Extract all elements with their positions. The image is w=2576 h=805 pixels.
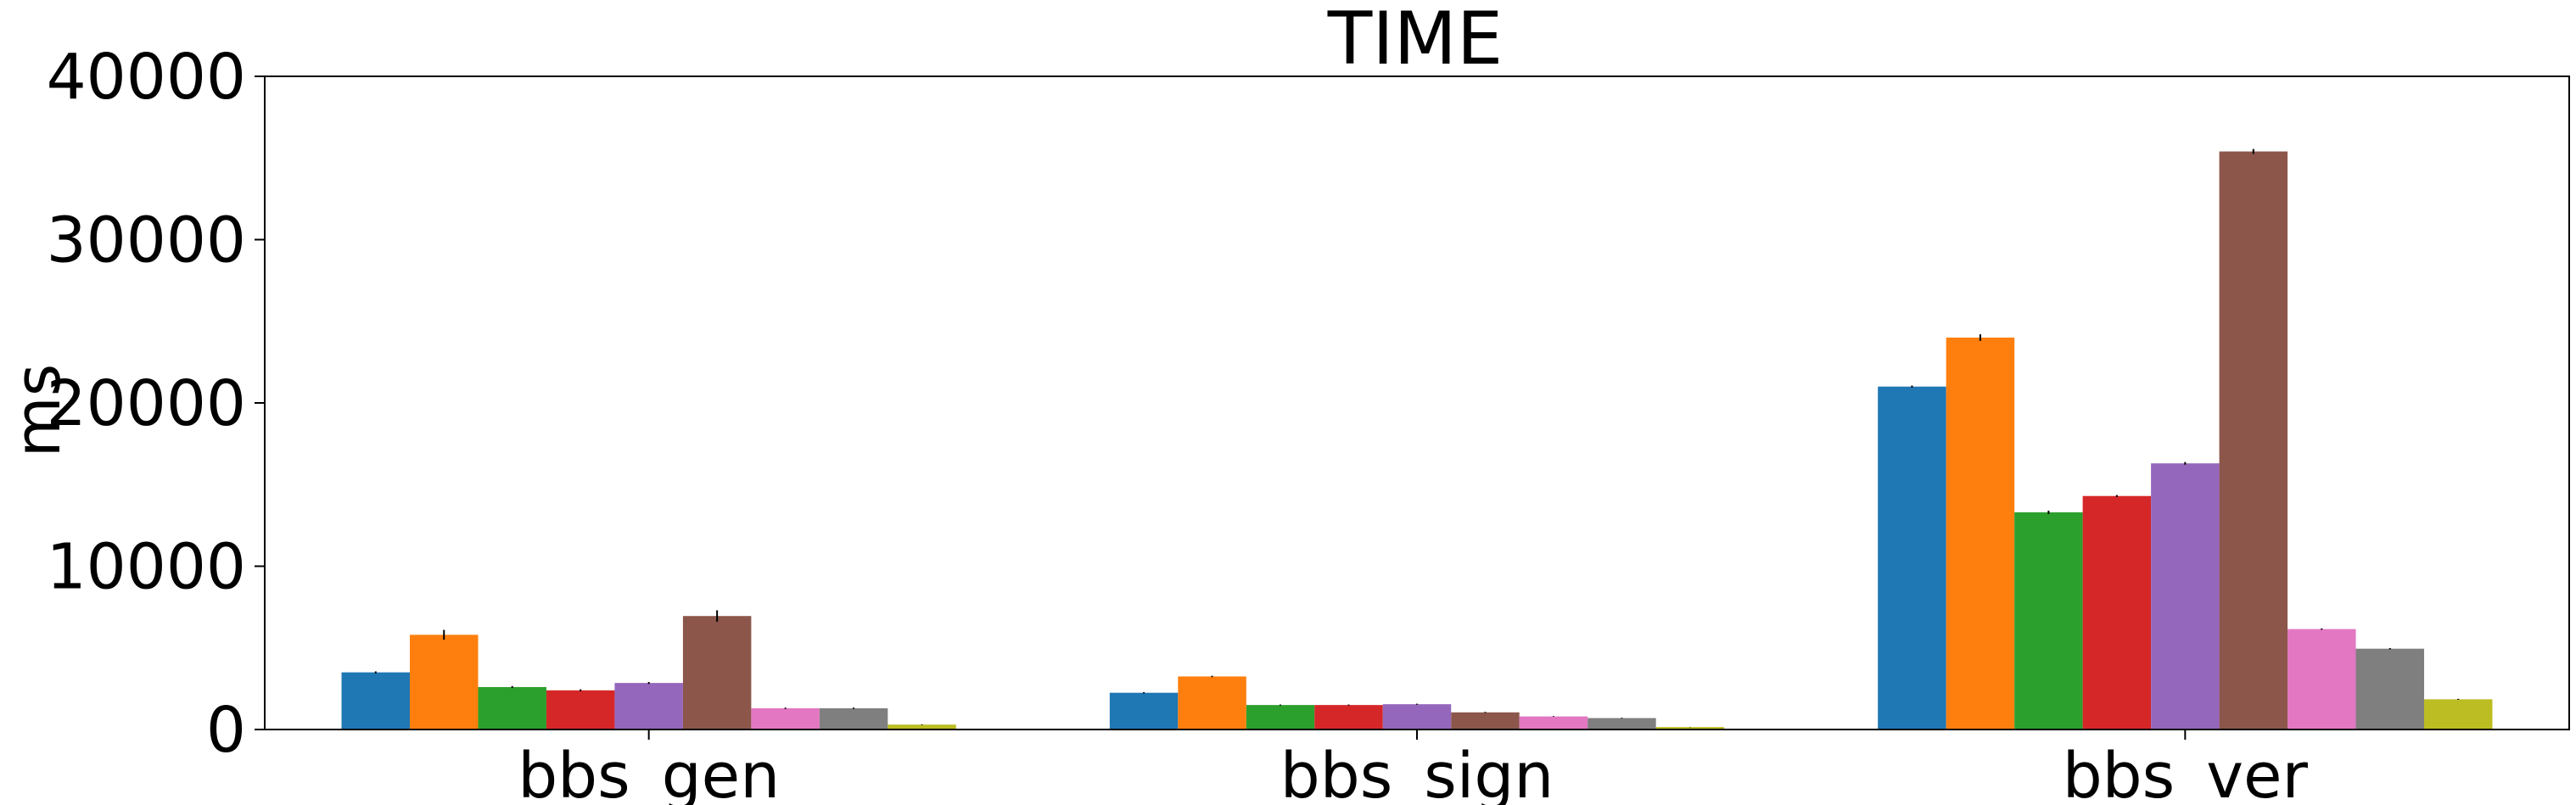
x-axis: bbs_gen bbs_sign bbs_ver <box>518 730 2309 805</box>
bar-bbs_ver-s7 <box>2288 629 2356 730</box>
chart-title: TIME <box>1327 0 1503 81</box>
bar-bbs_gen-s8 <box>819 707 888 730</box>
x-tick-label: bbs_sign <box>1280 740 1554 805</box>
bar-bbs_ver-s9 <box>2423 699 2493 730</box>
y-tick-label: 0 <box>206 694 246 767</box>
y-tick-label: 20000 <box>47 367 246 440</box>
bar-bbs_gen-s2 <box>410 634 479 730</box>
bar-bbs_gen-s9 <box>888 724 956 730</box>
error-bars-layer <box>374 148 2460 728</box>
y-tick-label: 40000 <box>47 41 246 114</box>
bar-bbs_ver-s1 <box>1878 386 1946 730</box>
plot-frame <box>264 75 2570 730</box>
bar-bbs_sign-s7 <box>1519 716 1588 730</box>
bar-bbs_gen-s4 <box>546 690 615 730</box>
bar-bbs_ver-s4 <box>2082 495 2152 730</box>
bars-layer <box>341 151 2493 730</box>
bar-bbs_ver-s8 <box>2355 648 2424 730</box>
x-tick-label: bbs_gen <box>518 740 780 805</box>
bar-bbs_sign-s9 <box>1655 727 1725 730</box>
x-tick-label: bbs_ver <box>2063 740 2309 805</box>
bar-bbs_gen-s6 <box>682 616 752 730</box>
bar-bbs_ver-s3 <box>2014 512 2083 730</box>
bar-bbs_sign-s1 <box>1109 692 1179 730</box>
y-tick-label: 10000 <box>47 531 246 604</box>
bar-bbs_sign-s5 <box>1382 704 1452 730</box>
y-axis-label: ms <box>2 364 75 458</box>
bar-bbs_sign-s4 <box>1314 705 1383 730</box>
bar-bbs_gen-s3 <box>478 686 546 730</box>
bar-bbs_gen-s1 <box>341 672 411 730</box>
bar-bbs_ver-s6 <box>2219 151 2288 730</box>
bar-bbs_gen-s7 <box>751 707 820 730</box>
bar-bbs_sign-s2 <box>1178 676 1246 730</box>
bar-bbs_ver-s2 <box>1946 338 2015 730</box>
bar-bbs_gen-s5 <box>614 683 683 730</box>
bar-bbs_sign-s3 <box>1246 705 1315 730</box>
y-axis: 0 10000 20000 30000 40000 <box>47 41 265 767</box>
bar-bbs_sign-s8 <box>1588 718 1656 730</box>
bar-bbs_sign-s6 <box>1451 712 1520 730</box>
bar-bbs_ver-s5 <box>2151 463 2220 730</box>
y-tick-label: 30000 <box>47 204 246 277</box>
